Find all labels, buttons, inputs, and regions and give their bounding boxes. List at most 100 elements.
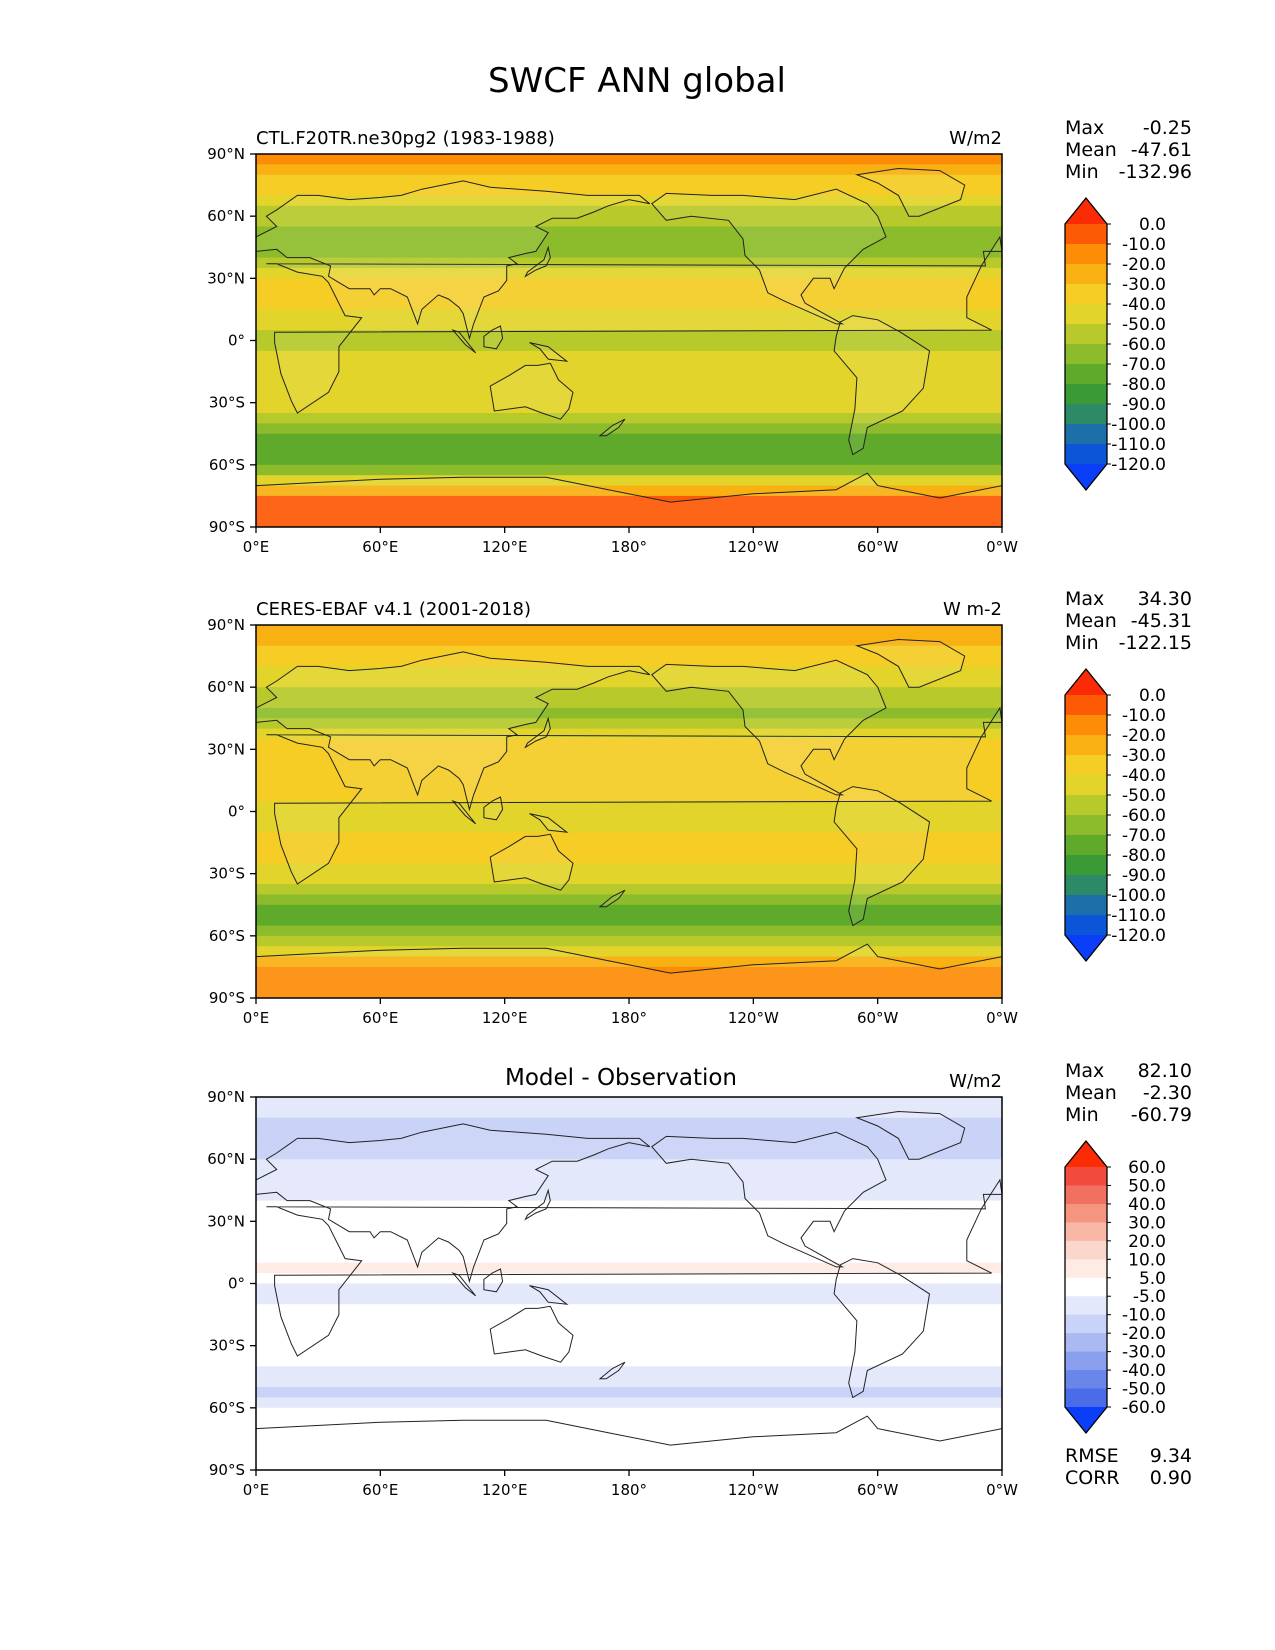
field-layer [256, 154, 1002, 527]
field-band [256, 1262, 1002, 1274]
colorbar-segment [1065, 875, 1107, 896]
x-tick-label: 60°E [362, 1009, 398, 1027]
field-band [256, 1242, 1002, 1254]
field-band [256, 1376, 1002, 1388]
colorbar-segment [1065, 404, 1107, 425]
colorbar-extend-bottom [1065, 935, 1107, 961]
field-band [256, 1221, 1002, 1233]
colorbar-segment [1065, 1167, 1107, 1186]
colorbar-segment [1065, 895, 1107, 916]
field-band [256, 687, 1002, 699]
field-band [256, 464, 1002, 476]
field-band [256, 625, 1002, 636]
colorbar-label: -50.0 [1122, 315, 1166, 335]
colorbar: 0.0-10.0-20.0-30.0-40.0-50.0-60.0-70.0-8… [1064, 196, 1166, 492]
colorbar-segment [1065, 1388, 1107, 1408]
panel-title: Model - Observation [505, 1065, 737, 1091]
coastline [256, 651, 651, 812]
stat-label-corr: CORR [1065, 1467, 1120, 1489]
colorbar-label: -60.0 [1122, 335, 1166, 355]
field-band [256, 842, 1002, 854]
x-tick-label: 120°W [728, 1481, 779, 1499]
field-band [256, 195, 1002, 207]
colorbar-segment [1065, 1240, 1107, 1260]
field-band [256, 852, 1002, 864]
field-band [256, 656, 1002, 668]
field-band [256, 635, 1002, 647]
stat-label-min: Min [1065, 1104, 1099, 1126]
stat-label-max: Max [1065, 117, 1104, 139]
figure-title: SWCF ANN global [488, 61, 786, 101]
field-band [256, 330, 1002, 342]
x-tick-label: 120°W [728, 1009, 779, 1027]
coastline [489, 362, 574, 420]
coastline [256, 472, 1002, 527]
colorbar-label: -120.0 [1111, 926, 1166, 946]
y-tick-label: 90°S [209, 989, 245, 1007]
colorbar-label: -40.0 [1122, 295, 1166, 315]
field-band [256, 780, 1002, 792]
x-tick-label: 120°W [728, 538, 779, 556]
colorbar-label: -50.0 [1122, 786, 1166, 806]
colorbar-label: -30.0 [1122, 275, 1166, 295]
field-layer [256, 625, 1002, 998]
colorbar-segment [1065, 324, 1107, 345]
field-band [256, 977, 1002, 989]
x-tick-label: 0°E [243, 1009, 270, 1027]
field-band [256, 1428, 1002, 1440]
colorbar-segment [1065, 1203, 1107, 1223]
field-band [256, 1169, 1002, 1181]
colorbar-segment [1065, 815, 1107, 836]
colorbar-extend-top [1065, 1141, 1107, 1167]
coastline [833, 1258, 931, 1399]
field-band [256, 1407, 1002, 1419]
colorbar-segment [1065, 1259, 1107, 1279]
stat-value-mean: -47.61 [1131, 139, 1192, 161]
colorbar-label: -20.0 [1122, 255, 1166, 275]
colorbar-segment [1065, 735, 1107, 756]
x-tick-label: 180° [611, 538, 647, 556]
map-panel-1: CTL.F20TR.ne30pg2 (1983-1988) W/m2 0°E 60°E… [207, 117, 1192, 556]
coastline [489, 1305, 574, 1363]
field-band [256, 1324, 1002, 1336]
field-band [256, 956, 1002, 968]
panel-units: W/m2 [949, 128, 1002, 149]
y-tick-label: 30°S [209, 865, 245, 883]
colorbar-label: -20.0 [1122, 726, 1166, 746]
colorbar-segment [1065, 364, 1107, 385]
field-band [256, 423, 1002, 435]
field-band [256, 915, 1002, 927]
field-band [256, 267, 1002, 279]
field-band [256, 718, 1002, 730]
coastline [651, 659, 887, 796]
coastline [598, 418, 626, 437]
colorbar-label: -30.0 [1122, 746, 1166, 766]
field-band [256, 236, 1002, 248]
colorbar-extend-top [1065, 669, 1107, 695]
colorbar-label: 50.0 [1128, 1176, 1166, 1196]
coastlines [256, 1110, 1002, 1470]
field-band [256, 1159, 1002, 1171]
coastline [256, 1415, 1002, 1470]
field-band [256, 433, 1002, 445]
colorbar-segment [1065, 1222, 1107, 1242]
field-band [256, 174, 1002, 186]
colorbar-segment [1065, 264, 1107, 285]
colorbar-label: -100.0 [1111, 886, 1166, 906]
field-band [256, 475, 1002, 487]
coastline [524, 716, 551, 749]
colorbar-label: -100.0 [1111, 415, 1166, 435]
colorbar-segment [1065, 304, 1107, 325]
colorbar-label: -10.0 [1122, 1306, 1166, 1326]
y-tick-label: 60°S [209, 1399, 245, 1417]
colorbar-label: -110.0 [1111, 906, 1166, 926]
field-band [256, 216, 1002, 228]
y-tick-label: 90°N [207, 1088, 245, 1106]
colorbar-segment [1065, 1333, 1107, 1353]
colorbar-label: 10.0 [1128, 1250, 1166, 1270]
panel-title: CERES-EBAF v4.1 (2001-2018) [256, 599, 531, 620]
colorbar-label: -70.0 [1122, 355, 1166, 375]
field-band [256, 226, 1002, 238]
field-band [256, 1335, 1002, 1347]
